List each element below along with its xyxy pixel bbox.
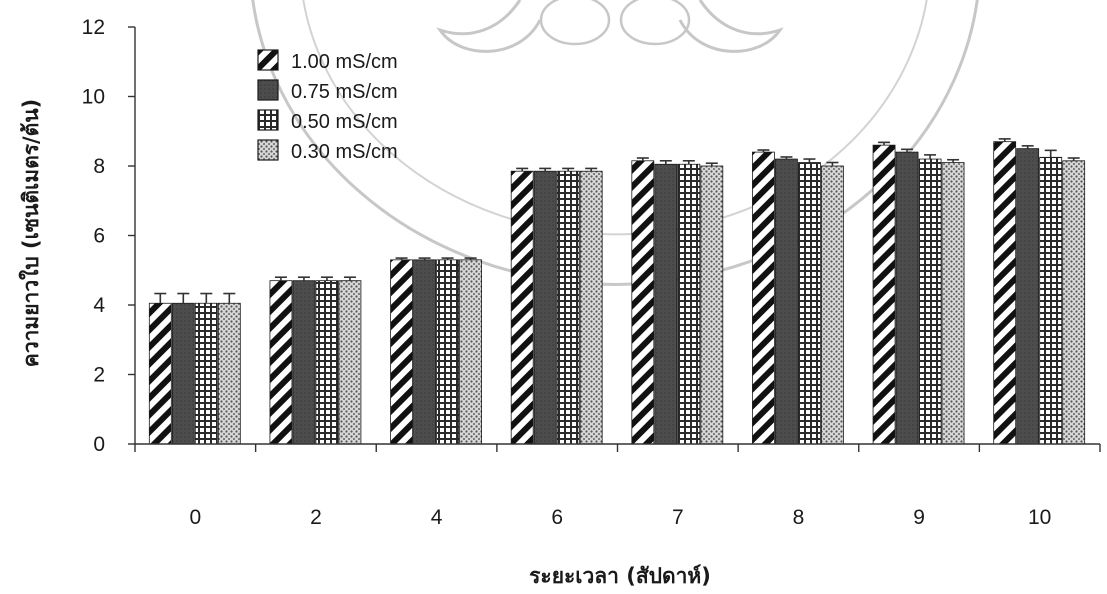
bar-1-00-ms-cm-week-2 — [269, 280, 293, 445]
legend-label: 1.00 mS/cm — [291, 51, 398, 73]
legend-label: 0.30 mS/cm — [291, 141, 398, 163]
x-tick-label: 2 — [310, 506, 322, 529]
legend-swatch — [257, 109, 279, 131]
x-tick-label: 8 — [793, 506, 805, 529]
bar-0-30-ms-cm-week-9 — [941, 162, 965, 445]
x-axis-title: ระยะเวลา (สัปดาห์) — [529, 564, 711, 588]
error-bar — [539, 167, 552, 172]
bar-1-00-ms-cm-week-8 — [752, 151, 775, 445]
bar-1-00-ms-cm-week-7 — [631, 160, 655, 445]
error-bar — [682, 159, 695, 165]
bar-0-30-ms-cm-week-8 — [821, 165, 844, 445]
legend-item: 1.00 mS/cm — [257, 49, 398, 73]
error-bar — [154, 292, 167, 304]
y-tick-label: 2 — [93, 364, 105, 387]
y-tick-label: 0 — [93, 433, 105, 456]
error-bar — [803, 158, 816, 163]
bar-0-75-ms-cm-week-9 — [895, 151, 919, 445]
error-bar — [320, 276, 333, 281]
legend-swatch — [257, 79, 279, 101]
error-bar — [757, 149, 770, 153]
x-tick-label: 6 — [551, 506, 563, 529]
bar-1-00-ms-cm-week-6 — [510, 170, 534, 445]
error-bar — [297, 276, 310, 281]
legend-item: 0.30 mS/cm — [257, 139, 398, 163]
y-axis-title: ความยาวใบ (เซนติเมตร/ต้น) — [18, 99, 43, 367]
error-bar — [947, 158, 960, 163]
bar-0-75-ms-cm-week-8 — [775, 158, 798, 445]
y-tick-label: 6 — [93, 225, 105, 248]
x-tick-label: 0 — [189, 506, 201, 529]
bar-0-75-ms-cm-week-6 — [533, 170, 557, 445]
bar-0-50-ms-cm-week-2 — [315, 280, 339, 445]
bar-0-30-ms-cm-week-4 — [459, 259, 482, 445]
bar-0-50-ms-cm-week-4 — [436, 259, 459, 445]
bar-0-30-ms-cm-week-10 — [1062, 160, 1086, 445]
error-bar — [441, 257, 454, 260]
bar-0-50-ms-cm-week-8 — [798, 162, 821, 445]
error-bar — [177, 292, 190, 304]
bar-0-50-ms-cm-week-7 — [677, 163, 701, 445]
error-bar — [200, 292, 213, 304]
error-bar — [223, 292, 236, 304]
legend-item: 0.75 mS/cm — [257, 79, 398, 103]
error-bar — [1067, 157, 1080, 161]
x-tick-label: 10 — [1028, 506, 1051, 529]
legend-label: 0.75 mS/cm — [291, 81, 398, 103]
error-bar — [780, 156, 793, 160]
legend-item: 0.50 mS/cm — [257, 109, 398, 133]
bar-0-75-ms-cm-week-0 — [171, 302, 195, 445]
bar-0-30-ms-cm-week-7 — [700, 165, 724, 445]
error-bar — [1021, 145, 1034, 149]
y-tick-label: 8 — [93, 155, 105, 178]
error-bar — [1044, 149, 1057, 158]
bar-0-50-ms-cm-week-10 — [1039, 156, 1063, 445]
x-tick-label: 7 — [672, 506, 684, 529]
error-bar — [343, 276, 356, 281]
bar-0-75-ms-cm-week-2 — [292, 280, 316, 445]
bar-0-30-ms-cm-week-2 — [338, 280, 362, 445]
error-bar — [464, 257, 477, 260]
x-tick-label: 4 — [431, 506, 443, 529]
y-tick-label: 4 — [93, 294, 105, 317]
error-bar — [659, 159, 672, 165]
error-bar — [516, 167, 529, 172]
error-bar — [924, 154, 937, 160]
error-bar — [274, 276, 287, 281]
bar-0-30-ms-cm-week-6 — [579, 170, 603, 445]
bar-1-00-ms-cm-week-0 — [148, 302, 172, 445]
error-bar — [585, 167, 598, 172]
error-bar — [998, 138, 1011, 142]
error-bar — [562, 167, 575, 172]
bar-0-75-ms-cm-week-4 — [413, 259, 436, 445]
error-bar — [418, 257, 431, 260]
error-bar — [395, 257, 408, 260]
bar-1-00-ms-cm-week-10 — [993, 141, 1017, 445]
error-bar — [826, 161, 839, 166]
bar-0-50-ms-cm-week-9 — [918, 158, 942, 445]
bar-0-75-ms-cm-week-10 — [1016, 148, 1040, 445]
bar-0-75-ms-cm-week-7 — [654, 163, 678, 445]
legend-swatch — [257, 49, 279, 71]
legend-label: 0.50 mS/cm — [291, 111, 398, 133]
bar-0-50-ms-cm-week-6 — [556, 170, 580, 445]
error-bar — [901, 148, 914, 153]
bar-0-30-ms-cm-week-0 — [217, 302, 241, 445]
bar-0-50-ms-cm-week-0 — [194, 302, 218, 445]
error-bar — [878, 141, 891, 146]
legend: 1.00 mS/cm 0.75 mS/cm 0.50 mS/cm 0.30 mS/cm — [257, 49, 398, 163]
y-tick-label: 12 — [82, 16, 105, 39]
y-tick-label: 10 — [82, 86, 105, 109]
error-bar — [705, 162, 718, 166]
x-tick-label: 9 — [913, 506, 925, 529]
error-bar — [636, 157, 649, 161]
watermark-seal — [251, 0, 979, 286]
bar-1-00-ms-cm-week-4 — [390, 259, 413, 445]
legend-swatch — [257, 139, 279, 161]
bar-1-00-ms-cm-week-9 — [872, 144, 896, 445]
